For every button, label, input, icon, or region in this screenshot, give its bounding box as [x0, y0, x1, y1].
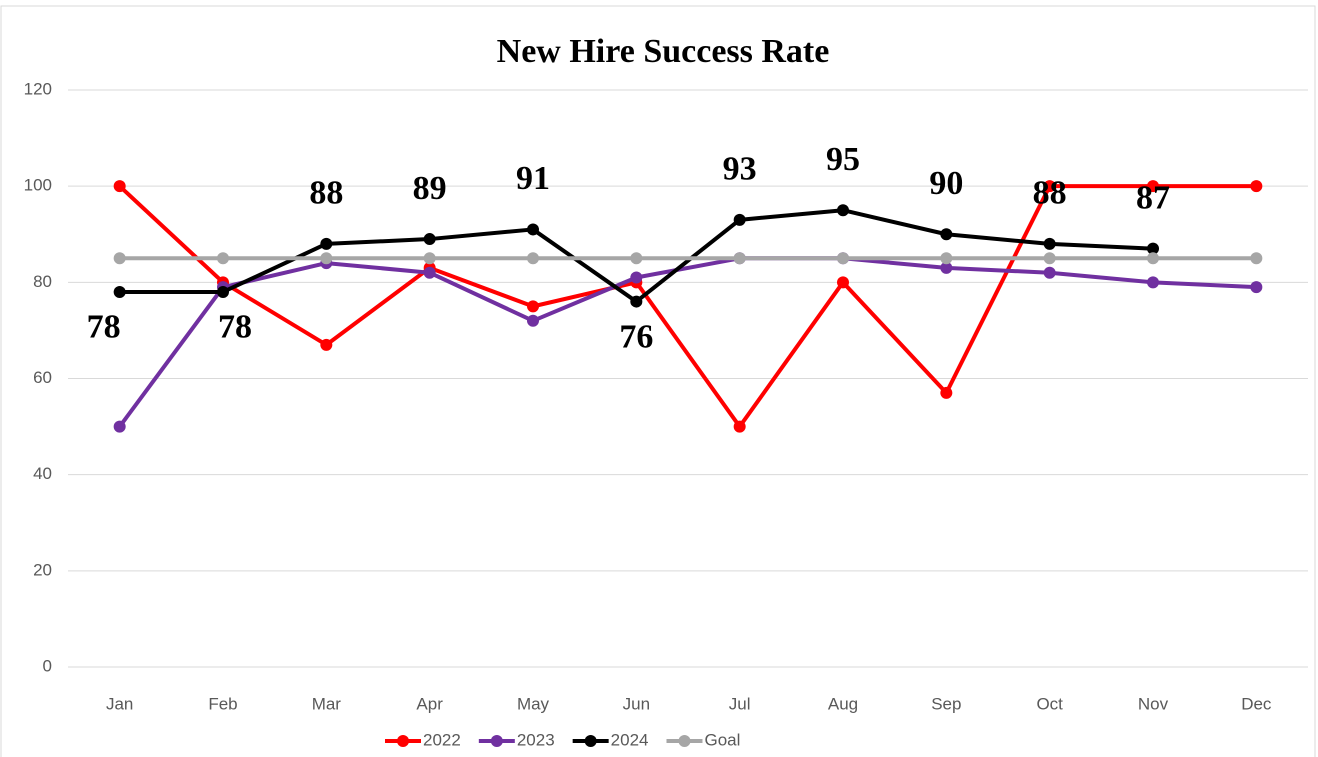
data-label: 87	[1136, 179, 1170, 216]
x-tick-label: Oct	[1036, 694, 1063, 713]
point	[113, 420, 126, 433]
data-label: 89	[413, 170, 447, 207]
x-tick-label: Feb	[208, 694, 237, 713]
point	[733, 420, 746, 433]
point	[527, 223, 539, 236]
point	[527, 314, 539, 327]
chart-frame	[0, 5, 1316, 757]
point	[1043, 252, 1056, 265]
y-tick-label: 120	[24, 79, 52, 98]
legend-label: Goal	[704, 730, 740, 749]
y-tick-label: 60	[33, 368, 52, 387]
legend-marker	[397, 735, 409, 747]
y-tick-label: 40	[33, 464, 52, 483]
legend-label: 2023	[517, 730, 555, 749]
point	[320, 338, 333, 351]
point	[423, 233, 436, 246]
y-tick-label: 100	[24, 176, 52, 195]
point	[1250, 281, 1263, 294]
series-line	[118, 184, 1257, 429]
y-tick-label: 80	[33, 272, 52, 291]
point	[113, 252, 126, 265]
point	[320, 237, 333, 250]
point	[423, 266, 436, 279]
point	[527, 300, 539, 313]
point	[837, 252, 849, 265]
data-label: 78	[218, 309, 252, 346]
series-line	[118, 256, 1257, 428]
point	[837, 276, 849, 289]
point	[1147, 242, 1159, 255]
x-tick-label: Jun	[623, 694, 650, 713]
legend-marker	[584, 735, 597, 747]
point	[940, 261, 953, 274]
point	[217, 285, 229, 298]
data-label: 95	[826, 141, 860, 178]
x-tick-label: Sep	[931, 694, 961, 713]
point	[940, 386, 953, 399]
point	[630, 295, 643, 308]
x-tick-label: Mar	[312, 694, 342, 713]
data-label: 88	[309, 175, 343, 212]
point	[1147, 276, 1159, 289]
x-tick-label: Jan	[106, 694, 133, 713]
x-tick-label: Nov	[1138, 694, 1169, 713]
legend-label: 2022	[423, 730, 461, 749]
point	[837, 204, 849, 217]
chart-title: New Hire Success Rate	[497, 33, 830, 70]
point	[1147, 252, 1159, 265]
point	[630, 252, 643, 265]
legend-marker	[678, 735, 691, 747]
data-label: 76	[619, 318, 653, 355]
data-label: 91	[516, 160, 550, 197]
legend-label: 2024	[611, 730, 649, 749]
point	[1043, 180, 1056, 193]
point	[733, 252, 746, 265]
point	[1250, 252, 1263, 265]
point	[1043, 266, 1056, 279]
point	[940, 228, 953, 241]
x-tick-label: Jul	[729, 694, 751, 713]
point	[1250, 180, 1263, 193]
point	[423, 252, 436, 265]
point	[940, 252, 953, 265]
x-tick-label: May	[517, 694, 550, 713]
point	[733, 213, 746, 226]
point	[113, 285, 126, 298]
x-tick-label: Aug	[828, 694, 858, 713]
point	[1043, 237, 1056, 250]
y-tick-label: 20	[33, 560, 52, 579]
data-label: 93	[723, 151, 757, 188]
point	[320, 252, 333, 265]
legend-marker	[490, 735, 503, 747]
point	[630, 271, 643, 284]
point	[1147, 180, 1159, 193]
data-label: 88	[1033, 175, 1067, 212]
point	[217, 252, 229, 265]
x-tick-label: Apr	[416, 694, 443, 713]
point	[527, 252, 539, 265]
data-label: 90	[929, 165, 963, 202]
y-tick-label: 0	[43, 656, 52, 675]
data-label: 78	[87, 309, 121, 346]
x-tick-label: Dec	[1241, 694, 1272, 713]
point	[113, 180, 126, 193]
